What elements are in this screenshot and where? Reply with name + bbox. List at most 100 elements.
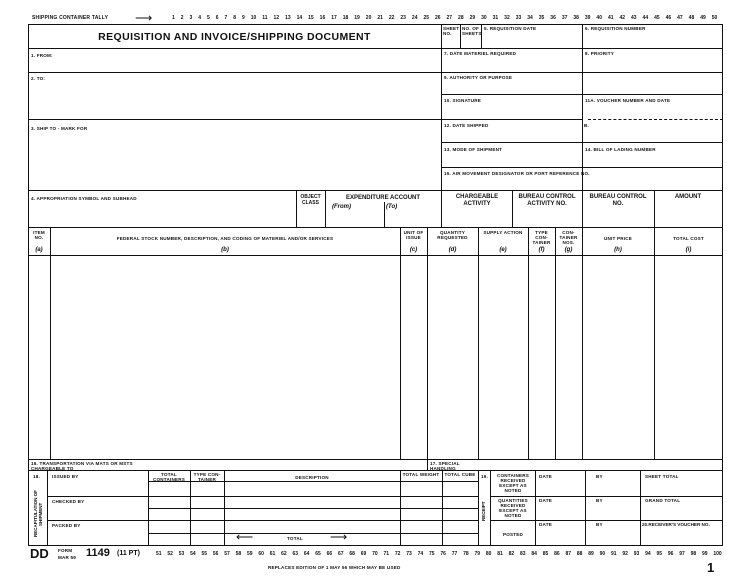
total-label: TOTAL [287,536,303,541]
tally-number: 61 [269,551,276,557]
tally-number: 20 [365,15,372,21]
tally-number: 22 [388,15,395,21]
tally-number: 65 [315,551,321,557]
tally-numbers: 1 2 3 4 5 6 7 8 9 10 11 12 13 14 15 16 17 18 19 20 21 22 23 24 2… [172,15,718,21]
tally-number: 1 [172,15,175,21]
tally-number: 35 [538,15,545,21]
column-header: TYPE CON-TAINER [532,230,551,245]
checked-by-label: CHECKED BY [52,499,85,504]
column-header: CON-TAINER NOS. [559,230,578,245]
tally-number: 76 [440,551,446,557]
receipt-label: RECEIPT [481,501,486,521]
tally-number: 71 [383,551,390,557]
dd-label: DD [30,546,49,561]
bureau-control-no-label: BUREAU CONTROL NO. [589,194,647,207]
tally-number: 60 [258,551,264,557]
form-frame [28,24,723,546]
tally-number: 49 [700,15,706,21]
tally-number: 97 [679,551,685,557]
tally-number: 25 [423,15,430,21]
tally-number: 55 [201,551,208,557]
tally-number: 9 [242,15,245,21]
by-label-2: BY [596,498,603,503]
tally-number: 89 [588,551,594,557]
sheet-no-label: SHEET NO. [443,26,460,36]
replaces-edition-note: REPLACES EDITION OF 1 MAY 56 WHICH MAY B… [268,565,401,570]
page-number: 1 [707,560,715,575]
recapitulation-label: RECAPITULATION OF SHIPMENT [33,490,43,538]
item-18-label: 18. [33,474,40,479]
from-account-label: (From) [332,204,351,210]
tally-number: 81 [497,551,503,557]
tally-number: 90 [599,551,606,557]
tally-number: 54 [190,551,196,557]
type-container-label: TYPE CON-TAINER [193,472,221,482]
tally-number: 8 [233,15,237,21]
tally-number: 29 [469,15,476,21]
tally-number: 74 [417,551,424,557]
arrow-left-icon: ⟵ [236,530,254,544]
tally-number: 98 [690,551,697,557]
column-code: (a) [35,247,43,253]
column-header: ITEM NO. [33,230,45,240]
date-label-1: DATE [539,474,552,479]
air-movement-label: 15. AIR MOVEMENT DESIGNATOR OR PORT REFE… [444,171,590,176]
tally-number: 53 [178,551,185,557]
column-header: TOTAL COST [673,236,704,241]
tally-number: 40 [596,15,602,21]
voucher-b-label: b. [584,123,589,128]
tally-number: 73 [406,551,412,557]
form-pt: (11 PT) [117,550,140,557]
tally-number: 5 [207,15,210,21]
tally-number: 2 [180,15,184,21]
from-label: 1. FROM: [31,53,53,58]
transportation-label: 16. TRANSPORTATION VIA MATS OR MSTS CHAR… [31,461,133,471]
tally-number: 93 [633,551,640,557]
requisition-date-label: 5. REQUISITION DATE [484,26,537,31]
tally-number: 14 [296,15,303,21]
sheet-total-label: SHEET TOTAL [645,474,679,479]
tally-number: 84 [531,551,537,557]
tally-number: 86 [554,551,560,557]
tally-number: 6 [215,15,219,21]
posted-label: POSTED [502,532,524,537]
quantities-received-label: QUANTITIES RECEIVED EXCEPT AS NOTED [498,498,528,518]
tally-number: 18 [342,15,349,21]
grand-total-label: GRAND TOTAL [645,498,681,503]
tally-number: 41 [607,15,614,21]
voucher-number-label: 11a. VOUCHER NUMBER AND DATE [585,98,671,103]
tally-number: 79 [474,551,481,557]
tally-number: 26 [434,15,441,21]
tally-number: 24 [411,15,418,21]
date-materiel-required-label: 7. DATE MATERIEL REQUIRED [444,51,517,56]
tally-number: 78 [463,551,469,557]
tally-number: 7 [224,15,228,21]
item-19-label: 19. [481,474,488,479]
tally-number: 80 [485,551,492,557]
tally-number: 44 [642,15,649,21]
tally-number: 58 [235,551,242,557]
column-code: (i) [685,247,692,253]
tally-number: 67 [338,551,344,557]
total-cube-label: TOTAL CUBE [444,472,476,477]
appropriation-label: 4. APPROPRIATION SYMBOL AND SUBHEAD [31,196,137,201]
signature-label: 10. SIGNATURE [444,98,481,103]
date-shipped-label: 12. DATE SHIPPED [444,123,489,128]
tally-number: 95 [656,551,663,557]
tally-number: 100 [713,551,722,557]
date-label-3: DATE [539,522,552,527]
tally-number: 51 [156,551,162,557]
tally-number: 48 [688,15,695,21]
column-header: UNIT OF ISSUE [403,230,424,240]
tally-number: 43 [631,15,637,21]
tally-number: 68 [349,551,355,557]
tally-number: 50 [711,15,718,21]
tally-number: 69 [360,551,367,557]
tally-number: 88 [576,551,583,557]
column-code: (b) [221,247,229,253]
total-containers-label: TOTAL CONTAINERS [152,472,186,482]
tally-number: 59 [247,551,253,557]
tally-number: 72 [394,551,401,557]
tally-number: 52 [167,551,173,557]
